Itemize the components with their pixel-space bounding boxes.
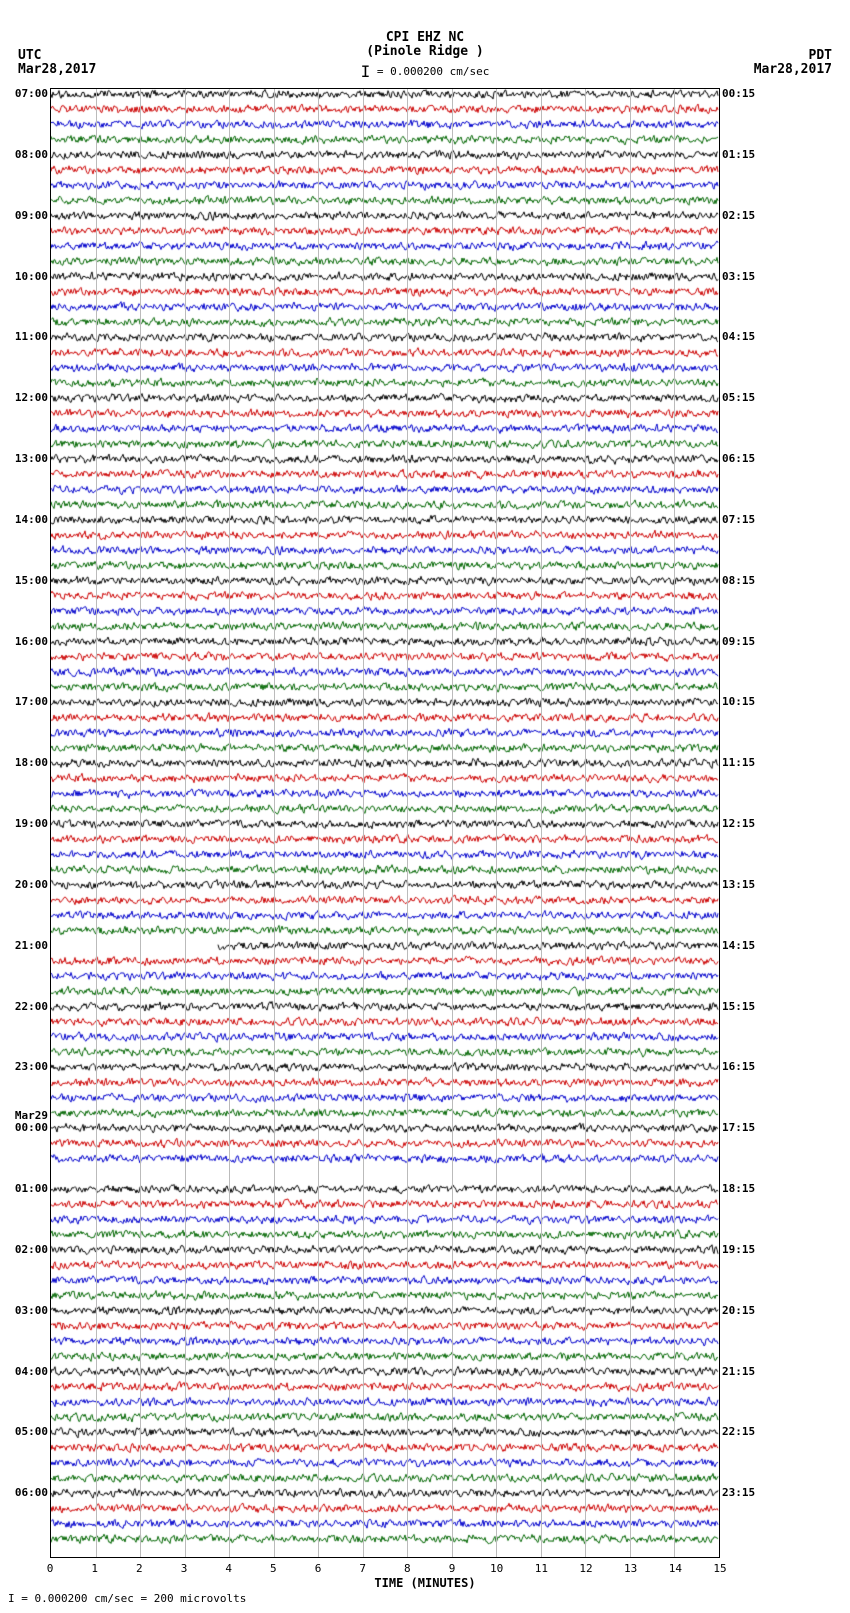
utc-time-label: 18:00 bbox=[15, 756, 48, 769]
tz-left-date: Mar28,2017 bbox=[18, 62, 96, 77]
x-tick-label: 9 bbox=[449, 1562, 456, 1575]
pdt-time-label: 04:15 bbox=[722, 330, 755, 343]
tz-right-label: PDT bbox=[809, 48, 832, 63]
gridline bbox=[407, 89, 408, 1557]
x-tick-label: 7 bbox=[359, 1562, 366, 1575]
pdt-time-label: 22:15 bbox=[722, 1425, 755, 1438]
x-tick-label: 12 bbox=[579, 1562, 592, 1575]
gridline bbox=[96, 89, 97, 1557]
pdt-time-label: 14:15 bbox=[722, 939, 755, 952]
utc-time-label: 08:00 bbox=[15, 148, 48, 161]
seismogram-container: CPI EHZ NC (Pinole Ridge ) I = 0.000200 … bbox=[0, 0, 850, 1613]
utc-time-label: 23:00 bbox=[15, 1060, 48, 1073]
utc-time-label: 12:00 bbox=[15, 391, 48, 404]
pdt-time-label: 11:15 bbox=[722, 756, 755, 769]
x-axis-label: TIME (MINUTES) bbox=[0, 1576, 850, 1590]
pdt-time-label: 00:15 bbox=[722, 87, 755, 100]
utc-time-label: 02:00 bbox=[15, 1243, 48, 1256]
pdt-time-label: 09:15 bbox=[722, 635, 755, 648]
utc-time-label: 04:00 bbox=[15, 1365, 48, 1378]
utc-time-label: 15:00 bbox=[15, 574, 48, 587]
station-code: CPI EHZ NC bbox=[0, 30, 850, 45]
x-tick-label: 11 bbox=[535, 1562, 548, 1575]
gridline bbox=[363, 89, 364, 1557]
utc-time-label: 22:00 bbox=[15, 1000, 48, 1013]
x-tick-label: 1 bbox=[91, 1562, 98, 1575]
footer-calibration: I = 0.000200 cm/sec = 200 microvolts bbox=[8, 1592, 246, 1605]
pdt-time-label: 16:15 bbox=[722, 1060, 755, 1073]
utc-time-label: 19:00 bbox=[15, 817, 48, 830]
date-change-label: Mar29 bbox=[15, 1109, 48, 1122]
utc-time-label: 13:00 bbox=[15, 452, 48, 465]
utc-time-label: 05:00 bbox=[15, 1425, 48, 1438]
pdt-time-label: 17:15 bbox=[722, 1121, 755, 1134]
utc-time-label: 16:00 bbox=[15, 635, 48, 648]
gridline bbox=[630, 89, 631, 1557]
pdt-time-label: 05:15 bbox=[722, 391, 755, 404]
x-tick-label: 4 bbox=[225, 1562, 232, 1575]
gridline bbox=[541, 89, 542, 1557]
tz-left-label: UTC bbox=[18, 48, 41, 63]
gridline bbox=[229, 89, 230, 1557]
pdt-time-label: 20:15 bbox=[722, 1304, 755, 1317]
scale-bar-label: I = 0.000200 cm/sec bbox=[0, 62, 850, 81]
pdt-time-label: 02:15 bbox=[722, 209, 755, 222]
seismogram-canvas bbox=[51, 89, 719, 1557]
seismogram-plot bbox=[50, 88, 720, 1558]
pdt-time-label: 21:15 bbox=[722, 1365, 755, 1378]
utc-time-label: 09:00 bbox=[15, 209, 48, 222]
gridline bbox=[140, 89, 141, 1557]
x-tick-label: 13 bbox=[624, 1562, 637, 1575]
utc-time-label: 14:00 bbox=[15, 513, 48, 526]
x-tick-label: 14 bbox=[669, 1562, 682, 1575]
utc-time-label: 17:00 bbox=[15, 695, 48, 708]
x-tick-label: 3 bbox=[181, 1562, 188, 1575]
pdt-time-label: 06:15 bbox=[722, 452, 755, 465]
gridline bbox=[674, 89, 675, 1557]
utc-time-label: 03:00 bbox=[15, 1304, 48, 1317]
x-tick-label: 0 bbox=[47, 1562, 54, 1575]
pdt-time-label: 07:15 bbox=[722, 513, 755, 526]
x-tick-label: 6 bbox=[315, 1562, 322, 1575]
utc-time-label: 20:00 bbox=[15, 878, 48, 891]
utc-time-label: 11:00 bbox=[15, 330, 48, 343]
station-name: (Pinole Ridge ) bbox=[0, 44, 850, 59]
utc-time-label: 10:00 bbox=[15, 270, 48, 283]
gridline bbox=[185, 89, 186, 1557]
x-tick-label: 2 bbox=[136, 1562, 143, 1575]
pdt-time-label: 19:15 bbox=[722, 1243, 755, 1256]
x-tick-label: 8 bbox=[404, 1562, 411, 1575]
pdt-time-label: 15:15 bbox=[722, 1000, 755, 1013]
pdt-time-label: 12:15 bbox=[722, 817, 755, 830]
utc-time-label: 01:00 bbox=[15, 1182, 48, 1195]
gridline bbox=[274, 89, 275, 1557]
gridline bbox=[585, 89, 586, 1557]
utc-time-label: 06:00 bbox=[15, 1486, 48, 1499]
pdt-time-label: 08:15 bbox=[722, 574, 755, 587]
utc-time-label: 00:00 bbox=[15, 1121, 48, 1134]
pdt-time-label: 18:15 bbox=[722, 1182, 755, 1195]
utc-time-label: 21:00 bbox=[15, 939, 48, 952]
x-tick-label: 5 bbox=[270, 1562, 277, 1575]
pdt-time-label: 03:15 bbox=[722, 270, 755, 283]
utc-time-label: 07:00 bbox=[15, 87, 48, 100]
gridline bbox=[318, 89, 319, 1557]
pdt-time-label: 10:15 bbox=[722, 695, 755, 708]
gridline bbox=[496, 89, 497, 1557]
tz-right-date: Mar28,2017 bbox=[754, 62, 832, 77]
pdt-time-label: 23:15 bbox=[722, 1486, 755, 1499]
pdt-time-label: 01:15 bbox=[722, 148, 755, 161]
pdt-time-label: 13:15 bbox=[722, 878, 755, 891]
x-tick-label: 10 bbox=[490, 1562, 503, 1575]
x-tick-label: 15 bbox=[713, 1562, 726, 1575]
gridline bbox=[452, 89, 453, 1557]
